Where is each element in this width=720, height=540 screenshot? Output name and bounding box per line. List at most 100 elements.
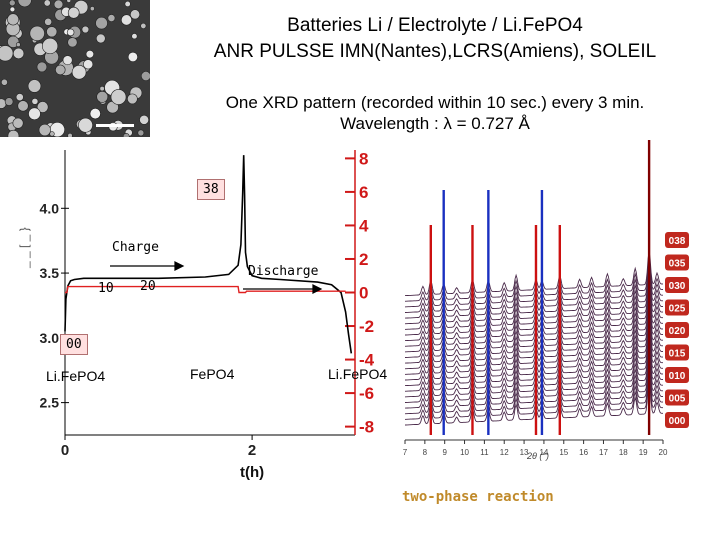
xrd-trace (405, 295, 664, 342)
sem-particle (129, 9, 141, 20)
sem-particle (95, 16, 108, 30)
sem-particle (137, 129, 145, 137)
xrd-pattern-label: 035 (669, 259, 686, 270)
xrd-tick-label: 19 (639, 448, 648, 457)
xrd-trace (404, 369, 664, 415)
y-axis-label-fragment: _ _ [ _ } (17, 227, 31, 269)
sem-particle (53, 0, 64, 10)
xrd-trace (405, 267, 663, 313)
sem-particle (46, 26, 58, 38)
y-tick-label: 2.5 (40, 395, 60, 411)
y2-tick-label: -4 (359, 351, 375, 370)
xrd-x-axis-label: 2θ (°) (526, 451, 549, 461)
sem-particle (62, 55, 73, 66)
sem-particle (17, 100, 29, 112)
xrd-label-box (665, 412, 689, 428)
xrd-tick-label: 7 (403, 448, 408, 457)
xrd-trace (405, 312, 663, 358)
xrd-label-box (665, 389, 689, 406)
echem-series (64, 155, 353, 354)
sem-particle (15, 42, 21, 47)
sem-particle (1, 78, 8, 86)
xrd-pattern-label: 005 (669, 394, 686, 405)
sem-particle (140, 71, 151, 81)
sem-particle (31, 97, 39, 105)
y2-tick-label: -8 (359, 418, 374, 437)
xrd-trace (405, 380, 663, 426)
xrd-trace (404, 307, 663, 353)
xrd-traces (404, 250, 664, 426)
xrd-trace (405, 290, 663, 336)
sem-particle (12, 47, 25, 60)
xrd-tick-label: 10 (460, 448, 469, 457)
echem-x-axis-label: t(h) (240, 464, 264, 481)
xrd-tick-label: 14 (539, 448, 548, 457)
xrd-tick-label: 12 (500, 448, 509, 457)
sem-particle (81, 25, 90, 34)
sem-particle (124, 0, 131, 8)
sem-particle (43, 0, 51, 7)
xrd-x-axis: 7 8 9 10 11 12 13 14 15 16 17 18 19 20 2θ (°) (403, 439, 668, 461)
xrd-trace (404, 346, 664, 392)
xrd-tick-label: 11 (480, 448, 489, 457)
xrd-trace (405, 340, 664, 387)
sem-particle (107, 14, 116, 22)
sem-particle (78, 117, 93, 133)
xrd-pattern-label: 020 (669, 326, 686, 337)
xrd-trace (404, 301, 664, 347)
xrd-pattern-label: 000 (669, 416, 686, 427)
sem-particle (17, 0, 32, 8)
xrd-label-box (665, 367, 689, 383)
xrd-pattern-labels: 038 035 030 025 020 015 010 005 000 (665, 232, 689, 428)
y2-tick-label: -2 (359, 317, 374, 336)
discharge-arrow (243, 284, 323, 294)
sem-particle (27, 79, 42, 93)
xrd-trace (404, 324, 664, 370)
tag-00: 00 (60, 334, 88, 355)
xrd-trace (405, 318, 664, 364)
x-tick-label: 2 (248, 442, 256, 459)
sem-particle (83, 59, 94, 70)
xrd-tick-label: 16 (579, 448, 588, 457)
xrd-pattern-label: 010 (669, 371, 686, 382)
xrd-pattern-label: 030 (669, 281, 686, 292)
xrd-pattern-label: 015 (669, 349, 686, 360)
tag-10: 10 (98, 281, 114, 296)
phase-label-fepo4: FePO4 (190, 366, 235, 382)
sem-particle (15, 93, 24, 102)
y2-tick-label: 8 (359, 149, 368, 168)
xrd-pattern-chart: 038 035 030 025 020 015 010 005 000 7 8 9 10 11 12 13 1… (403, 140, 689, 461)
x-tick-label: 0 (61, 442, 69, 459)
xrd-label-box (665, 322, 689, 338)
y2-tick-label: 0 (359, 284, 368, 303)
xrd-pattern-label: 038 (669, 236, 686, 247)
charge-label: Charge (112, 240, 159, 255)
sem-particle (9, 6, 16, 13)
y-tick-label: 4.0 (40, 200, 60, 216)
sem-particle (140, 22, 147, 29)
xrd-label-box (665, 254, 689, 271)
sem-particle (95, 33, 106, 44)
two-phase-reaction-label: two-phase reaction (402, 489, 554, 505)
y2-tick-label: 6 (359, 183, 368, 202)
sem-particle (71, 64, 87, 80)
sem-particle (36, 61, 48, 73)
xrd-trace (404, 329, 663, 375)
sem-particle (38, 123, 51, 137)
xrd-trace (405, 335, 663, 381)
current-curve (65, 285, 346, 294)
xrd-label-box (665, 232, 689, 248)
subtitle-line-1: One XRD pattern (recorded within 10 sec.… (225, 93, 645, 112)
xrd-tick-label: 9 (442, 448, 447, 457)
sem-particle (89, 108, 101, 120)
sem-particle (29, 25, 45, 42)
svg-text:_ _ [ _ }: _ _ [ _ } (17, 227, 31, 269)
xrd-tick-label: 18 (619, 448, 628, 457)
sem-particle (12, 117, 24, 129)
sem-particle (67, 133, 73, 139)
sem-particle (66, 0, 72, 3)
xrd-trace (404, 256, 664, 302)
sem-micrograph-image (0, 0, 151, 142)
y-tick-label: 3.5 (40, 265, 60, 281)
tag-20: 20 (140, 279, 156, 294)
